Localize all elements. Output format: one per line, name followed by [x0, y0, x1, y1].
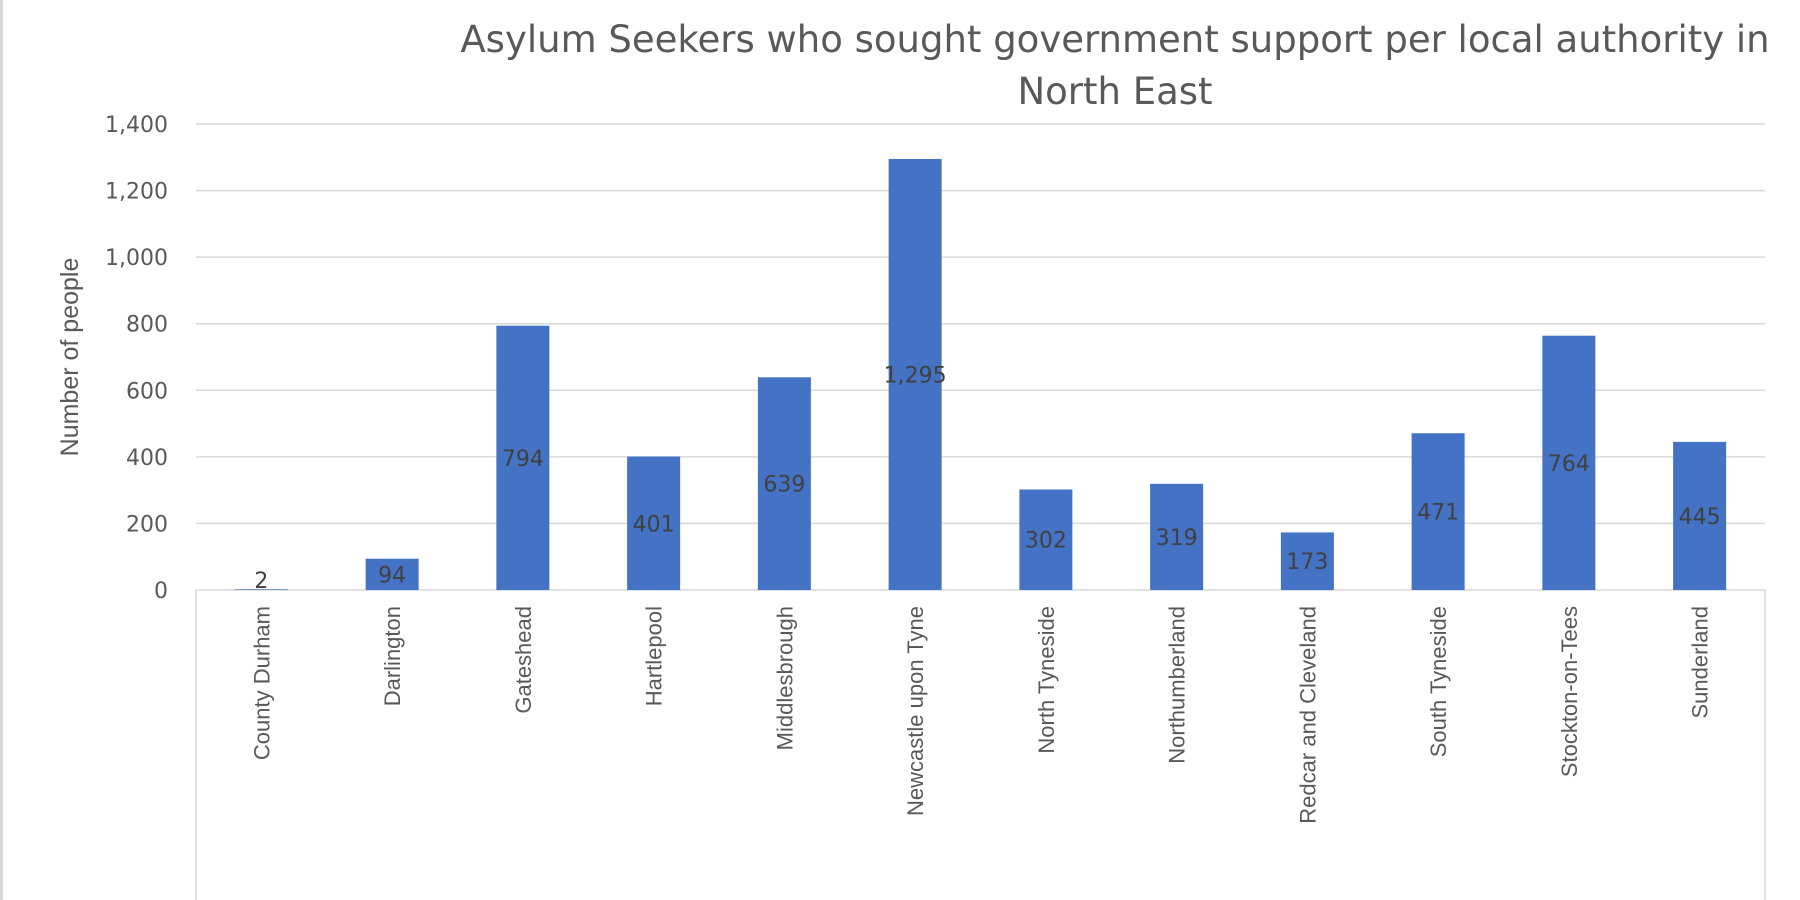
- x-tick-label: Newcastle upon Tyne: [903, 606, 928, 816]
- data-label: 2: [254, 569, 268, 594]
- x-tick-label: Gateshead: [511, 606, 536, 714]
- x-tick-label: Stockton-on-Tees: [1557, 606, 1582, 777]
- bar: [1542, 335, 1596, 590]
- data-label: 173: [1286, 550, 1328, 575]
- x-tick-label: North Tyneside: [1034, 606, 1059, 754]
- bar: [627, 456, 681, 590]
- x-tick-label: Redcar and Cleveland: [1295, 606, 1320, 824]
- y-tick-label: 1,400: [105, 113, 168, 138]
- data-label: 302: [1025, 529, 1067, 554]
- bar: [365, 558, 419, 590]
- bar: [888, 158, 942, 590]
- data-label: 764: [1548, 452, 1590, 477]
- data-label: 319: [1156, 526, 1198, 551]
- x-tick-label: Hartlepool: [642, 606, 667, 706]
- x-tick-label: Middlesbrough: [772, 606, 797, 750]
- bar: [757, 377, 811, 590]
- y-tick-label: 1,200: [105, 180, 168, 205]
- bar: [1280, 532, 1334, 590]
- bar: [1673, 441, 1727, 590]
- data-label: 794: [502, 447, 544, 472]
- data-label: 1,295: [884, 363, 947, 388]
- bar: [1019, 489, 1073, 590]
- data-label: 639: [763, 473, 805, 498]
- data-label: 94: [378, 563, 406, 588]
- x-tick-label: County Durham: [249, 606, 274, 760]
- data-label: 401: [633, 512, 675, 537]
- y-tick-label: 1,000: [105, 246, 168, 271]
- x-tick-label: Sunderland: [1688, 606, 1713, 719]
- bar-chart: Asylum Seekers who sought government sup…: [56, 18, 1770, 900]
- y-tick-label: 200: [126, 512, 168, 537]
- x-tick-label: Darlington: [380, 606, 405, 706]
- y-tick-label: 800: [126, 313, 168, 338]
- chart-title-line-2: North East: [1017, 70, 1212, 113]
- bar: [234, 589, 288, 590]
- chart-title-line-1: Asylum Seekers who sought government sup…: [460, 18, 1769, 61]
- bar: [1150, 483, 1204, 590]
- x-tick-label: Northumberland: [1165, 606, 1190, 764]
- data-label: 445: [1679, 505, 1721, 530]
- bar: [1411, 433, 1465, 590]
- y-tick-label: 0: [154, 579, 168, 604]
- y-axis-label: Number of people: [56, 258, 84, 457]
- bar: [496, 325, 550, 590]
- y-tick-label: 600: [126, 379, 168, 404]
- y-tick-label: 400: [126, 446, 168, 471]
- data-label: 471: [1417, 501, 1459, 526]
- x-tick-label: South Tyneside: [1426, 606, 1451, 757]
